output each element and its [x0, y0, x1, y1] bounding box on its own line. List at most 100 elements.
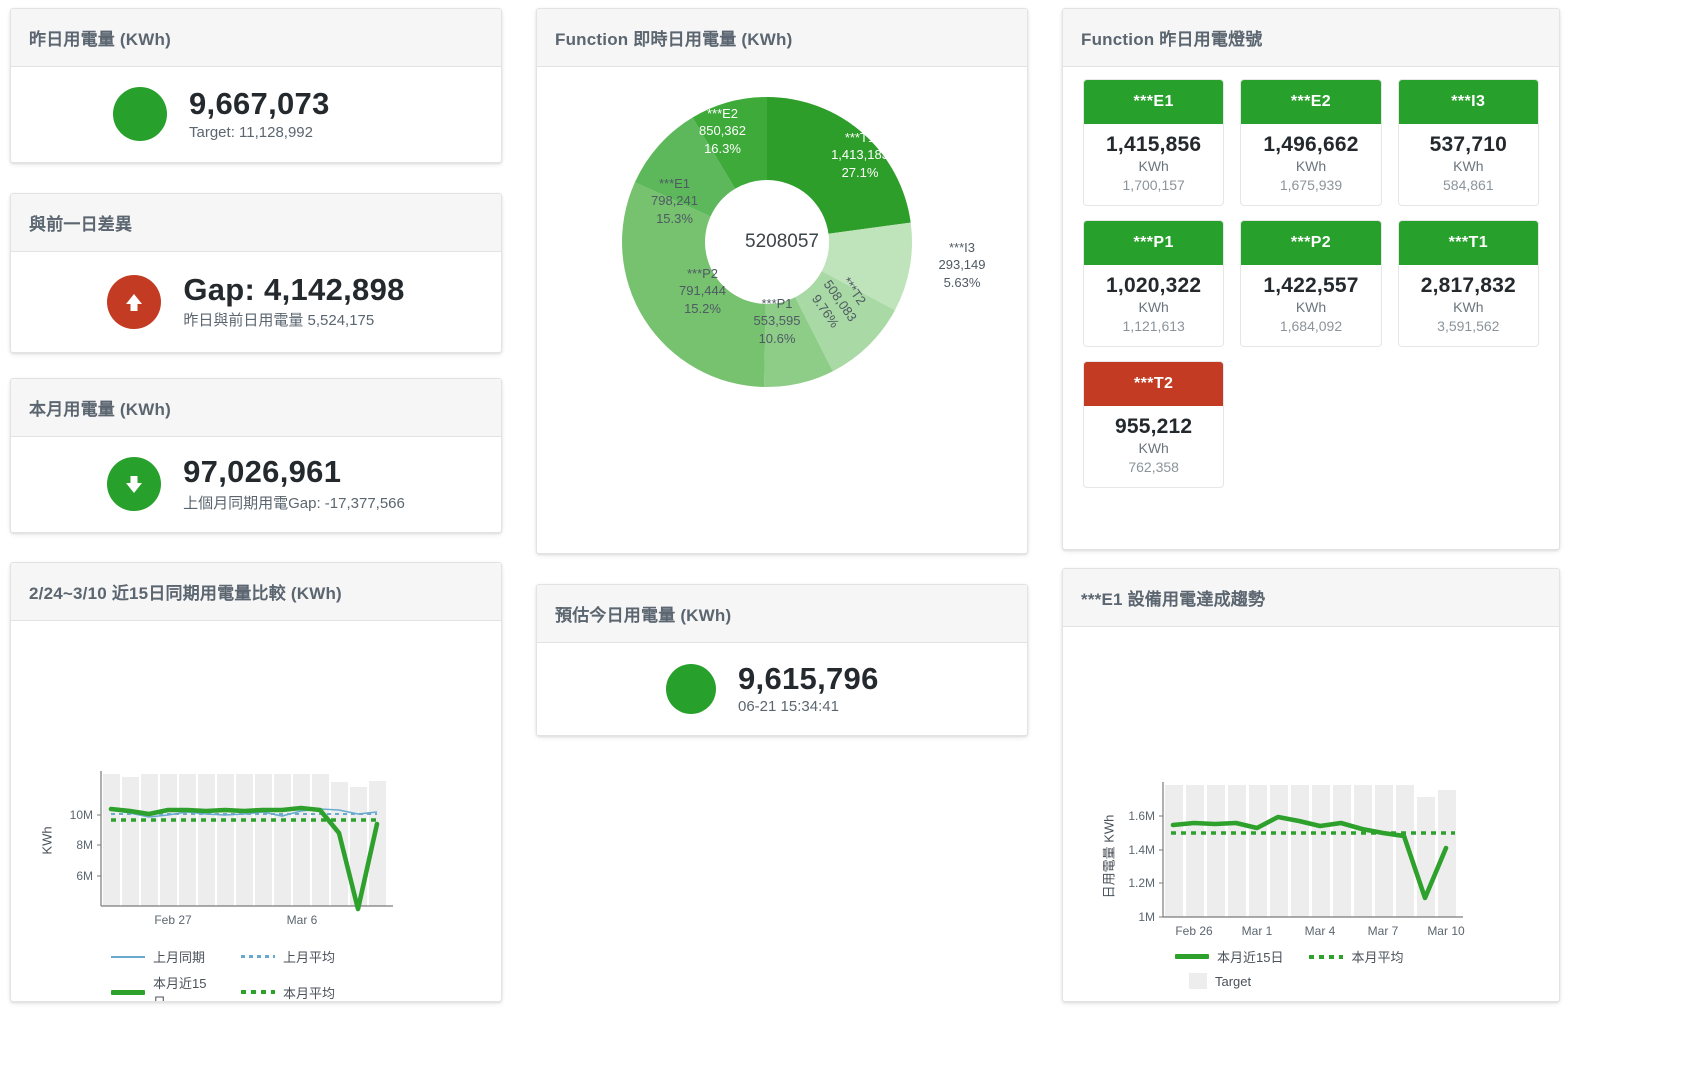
slice-name: ***I3 [948, 240, 976, 255]
kpi-value: 9,667,073 [189, 86, 330, 122]
tile-value: 537,710 [1429, 133, 1507, 156]
legend-label: 本月近15日 [153, 976, 207, 1001]
legend-item[interactable]: 本月平均 [241, 973, 345, 1001]
tile-target: 1,675,939 [1279, 177, 1343, 193]
donut-slice-label-P2: ***P2 791,444 15.2% [650, 265, 755, 317]
slice-percent: 5.63% [943, 274, 981, 290]
donut-slice-label-T1: ***T1 1,413,183 27.1% [805, 129, 915, 181]
card-title: 昨日用電量 (KWh) [11, 9, 501, 67]
card-title: Function 即時日用電量 (KWh) [537, 9, 1027, 67]
y-axis-title: KWh [39, 826, 55, 855]
line-swatch-icon [111, 955, 145, 958]
slice-name: ***E1 [658, 176, 691, 191]
card-body: 9,667,073 Target: 11,128,992 [11, 67, 501, 161]
tile-value: 2,817,832 [1420, 274, 1516, 297]
xtick-mar6: Mar 6 [287, 913, 318, 927]
slice-percent: 15.2% [684, 300, 721, 316]
card-forecast-today-usage: 預估今日用電量 (KWh) 9,615,796 06-21 15:34:41 [536, 584, 1028, 736]
legend-item[interactable]: 本月近15日 [1175, 947, 1283, 966]
status-tile[interactable]: ***P2 1,422,557 KWh 1,684,092 [1240, 220, 1382, 347]
card-yesterday-usage: 昨日用電量 (KWh) 9,667,073 Target: 11,128,992 [10, 8, 502, 163]
legend-item[interactable]: 上月同期 [111, 947, 215, 966]
chart-legend-right: 本月近15日 本月平均 Target [1175, 947, 1559, 989]
tile-body: 1,422,557 KWh 1,684,092 [1241, 265, 1380, 346]
status-tile[interactable]: ***T1 2,817,832 KWh 3,591,562 [1397, 220, 1539, 347]
slice-name: ***P1 [761, 296, 793, 311]
tile-name: ***P1 [1084, 221, 1224, 265]
ytick-1-4m: 1.4M [1128, 843, 1155, 857]
slice-percent: 15.3% [656, 210, 693, 226]
tile-unit: KWh [1453, 158, 1484, 174]
kpi-text: 9,667,073 Target: 11,128,992 [189, 86, 399, 140]
status-tile[interactable]: ***E2 1,496,662 KWh 1,675,939 [1240, 79, 1382, 206]
legend-item[interactable]: Target [1189, 973, 1559, 989]
tile-target: 3,591,562 [1437, 318, 1500, 334]
tile-body: 1,020,322 KWh 1,121,613 [1084, 265, 1223, 346]
tile-unit: KWh [1295, 299, 1327, 315]
card-body: 1.6M 1.4M 1.2M 1M Feb 26 Mar 1 Mar 4 Mar… [1063, 627, 1559, 989]
card-day-over-day-gap: 與前一日差異 Gap: 4,142,898 昨日與前日用電量 5,524,175 [10, 193, 502, 353]
tile-name: ***E1 [1084, 80, 1224, 124]
status-tile[interactable]: ***I3 537,710 KWh 584,861 [1397, 79, 1539, 206]
kpi-value: Gap: 4,142,898 [183, 271, 405, 307]
tile-name: ***P2 [1241, 221, 1381, 265]
card-title: 預估今日用電量 (KWh) [537, 585, 1027, 643]
status-tile[interactable]: ***P1 1,020,322 KWh 1,121,613 [1083, 220, 1225, 347]
target-bars [1165, 785, 1456, 917]
ytick-1m: 1M [1138, 910, 1155, 924]
ytick-1-6m: 1.6M [1128, 809, 1155, 823]
legend-item[interactable]: 本月平均 [1309, 947, 1403, 966]
dotted-line-swatch-icon [1309, 954, 1344, 959]
tile-name: ***T2 [1084, 362, 1224, 406]
card-body: Gap: 4,142,898 昨日與前日用電量 5,524,175 [11, 252, 501, 351]
tile-target: 1,684,092 [1279, 318, 1343, 334]
kpi-value: 97,026,961 [183, 454, 342, 490]
ytick-1-2m: 1.2M [1128, 876, 1155, 890]
legend-item[interactable]: 本月近15日 [111, 973, 215, 1001]
line-swatch-icon [111, 989, 145, 995]
legend-item[interactable]: 上月平均 [241, 947, 345, 966]
xtick-mar7: Mar 7 [1368, 924, 1399, 938]
card-title: ***E1 設備用電達成趨勢 [1063, 569, 1559, 627]
ytick-10m: 10M [70, 808, 93, 822]
slice-value: 850,362 [699, 123, 746, 139]
slice-value: 791,444 [679, 283, 726, 299]
tile-value: 1,422,557 [1263, 274, 1359, 297]
tile-value: 955,212 [1115, 415, 1193, 438]
donut-slice-label-E2: ***E2 850,362 16.3% [670, 105, 775, 157]
slice-name: ***P2 [686, 266, 719, 281]
slice-percent: 16.3% [704, 140, 741, 156]
tile-body: 1,496,662 KWh 1,675,939 [1241, 124, 1380, 205]
kpi-subtext: 06-21 15:34:41 [738, 698, 839, 716]
tile-name: ***E2 [1241, 80, 1381, 124]
tile-target: 1,700,157 [1122, 177, 1185, 193]
card-body: 9,615,796 06-21 15:34:41 [537, 643, 1027, 734]
tile-target: 1,121,613 [1122, 318, 1185, 334]
card-title: Function 昨日用電燈號 [1063, 9, 1559, 67]
slice-percent: 27.1% [841, 164, 879, 180]
kpi-row: 9,615,796 06-21 15:34:41 [555, 657, 1009, 720]
slice-percent: 10.6% [758, 330, 796, 346]
slice-value: 798,241 [651, 193, 698, 209]
xtick-mar10: Mar 10 [1427, 924, 1465, 938]
card-body: 5208057 ***T1 1,413,183 27.1% ***I3 293,… [537, 67, 1027, 537]
target-bars [103, 774, 386, 906]
line-swatch-icon [1175, 954, 1209, 959]
status-tile[interactable]: ***E1 1,415,856 KWh 1,700,157 [1083, 79, 1225, 206]
xtick-feb26: Feb 26 [1175, 924, 1213, 938]
tile-value: 1,020,322 [1106, 274, 1202, 297]
card-title: 與前一日差異 [11, 194, 501, 252]
slice-name: ***E2 [706, 106, 739, 121]
donut-slice-label-E1: ***E1 798,241 15.3% [622, 175, 727, 227]
legend-label: 本月平均 [1351, 950, 1404, 965]
kpi-text: Gap: 4,142,898 昨日與前日用電量 5,524,175 [183, 271, 405, 331]
kpi-row: Gap: 4,142,898 昨日與前日用電量 5,524,175 [29, 266, 483, 337]
kpi-subtext: 昨日與前日用電量 5,524,175 [183, 312, 375, 330]
tile-body: 955,212 KWh 762,358 [1084, 406, 1223, 487]
y-axis-title: 日用電量 KWh [1101, 814, 1117, 899]
tile-target: 584,861 [1443, 177, 1494, 193]
donut-chart: 5208057 ***T1 1,413,183 27.1% ***I3 293,… [537, 67, 1027, 537]
status-tile[interactable]: ***T2 955,212 KWh 762,358 [1083, 361, 1225, 488]
card-title: 2/24~3/10 近15日同期用電量比較 (KWh) [11, 563, 501, 621]
